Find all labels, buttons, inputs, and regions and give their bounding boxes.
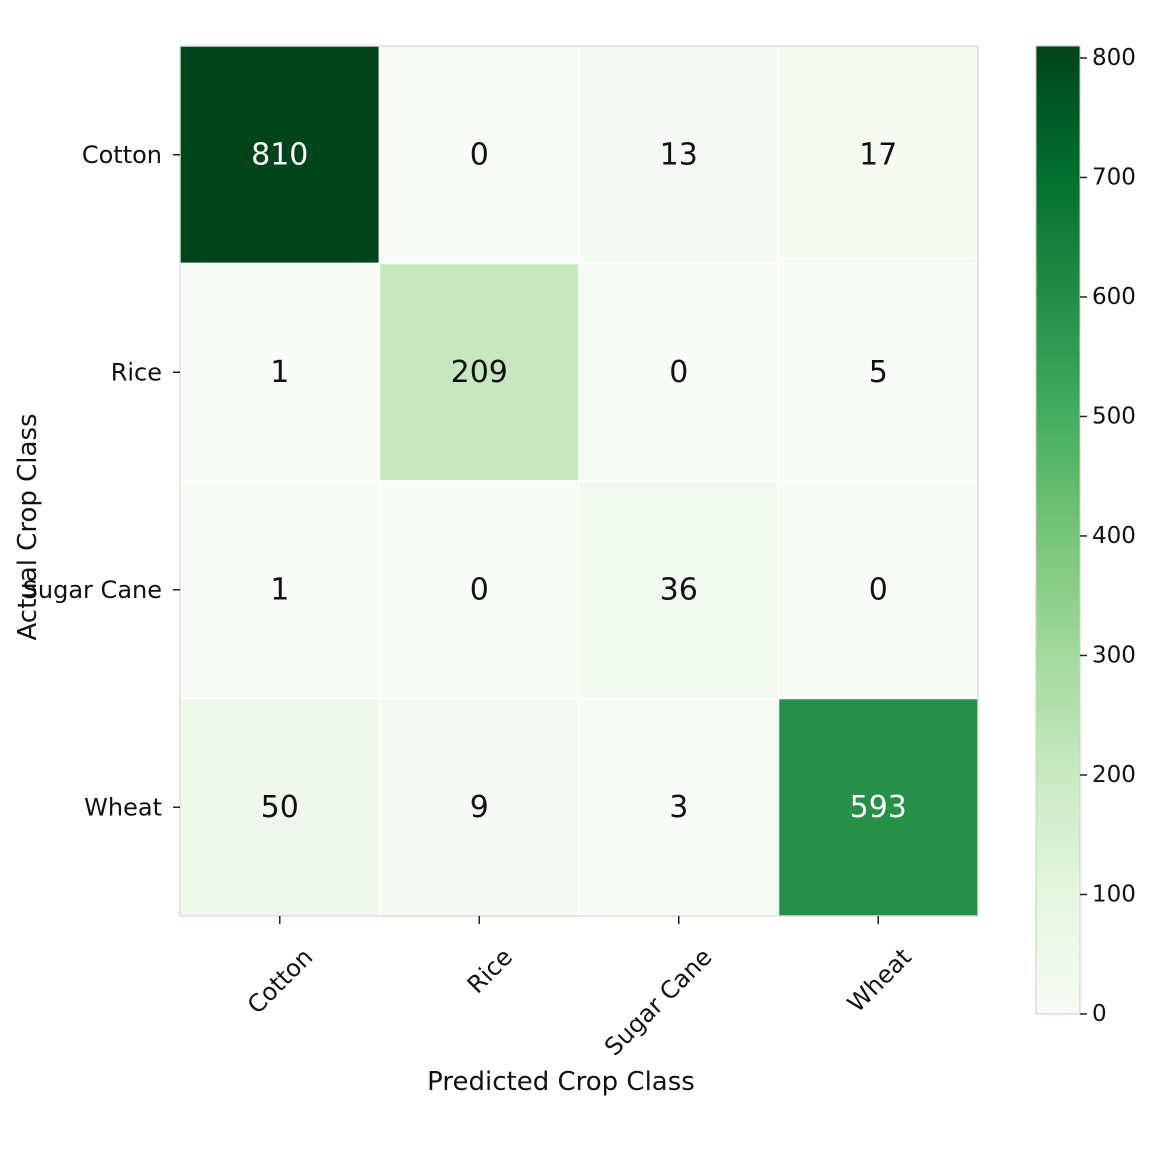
colorbar: 0 100 200 300 400 500 600 700 800 bbox=[1035, 45, 1136, 1027]
colorbar-gradient bbox=[1035, 45, 1081, 1015]
cell-value-label: 1 bbox=[270, 572, 289, 607]
y-tick-label: Cotton bbox=[82, 141, 162, 169]
cell-value-label: 209 bbox=[451, 355, 508, 390]
cell-value-label: 0 bbox=[470, 137, 489, 172]
heatmap-cell bbox=[777, 697, 979, 917]
colorbar-tick-label: 300 bbox=[1092, 642, 1136, 668]
heatmap-cell bbox=[378, 45, 580, 265]
cell-value-labels: 810 0 13 171 209 0 51 0 36 050 9 3 593 bbox=[251, 137, 907, 825]
heatmap-cell bbox=[777, 480, 979, 700]
cell-value-label: 0 bbox=[669, 355, 688, 390]
heatmap-cell bbox=[179, 697, 381, 917]
cell-value-label: 50 bbox=[261, 790, 299, 825]
cell-value-label: 36 bbox=[660, 572, 698, 607]
cell-value-label: 13 bbox=[660, 137, 698, 172]
cell-value-label: 0 bbox=[869, 572, 888, 607]
colorbar-ticks: 0 100 200 300 400 500 600 700 800 bbox=[1080, 45, 1136, 1027]
cell-value-label: 9 bbox=[470, 790, 489, 825]
heatmap-cell bbox=[777, 45, 979, 265]
cell-value-label: 810 bbox=[251, 137, 308, 172]
x-tick-label: Rice bbox=[462, 943, 518, 999]
cell-value-label: 3 bbox=[669, 790, 688, 825]
x-tick-label: Sugar Cane bbox=[599, 943, 717, 1061]
heatmap-cell bbox=[378, 262, 580, 482]
cell-value-label: 5 bbox=[869, 355, 888, 390]
heatmap-cell bbox=[578, 697, 780, 917]
colorbar-tick-label: 400 bbox=[1092, 523, 1136, 549]
cell-value-label: 0 bbox=[470, 572, 489, 607]
x-axis-title: Predicted Crop Class bbox=[427, 1067, 695, 1097]
cell-value-label: 593 bbox=[850, 790, 907, 825]
x-tick-label: Cotton bbox=[242, 943, 318, 1019]
x-tick-label: Wheat bbox=[842, 943, 917, 1018]
y-tick-label: Rice bbox=[111, 358, 162, 386]
y-axis-ticks: Cotton Rice Sugar Cane Wheat bbox=[23, 141, 180, 821]
colorbar-tick-label: 600 bbox=[1092, 284, 1136, 310]
y-axis-title: Actual Crop Class bbox=[13, 413, 43, 640]
colorbar-tick-label: 700 bbox=[1092, 164, 1136, 190]
colorbar-tick-label: 800 bbox=[1092, 45, 1136, 71]
y-tick-label: Wheat bbox=[84, 793, 162, 821]
heatmap-cells bbox=[179, 45, 979, 917]
heatmap-cell bbox=[179, 262, 381, 482]
colorbar-tick-label: 100 bbox=[1092, 881, 1136, 907]
cell-value-label: 17 bbox=[859, 137, 897, 172]
y-tick-label: Sugar Cane bbox=[23, 576, 162, 604]
heatmap-cell bbox=[777, 262, 979, 482]
heatmap-cell bbox=[378, 480, 580, 700]
cell-value-label: 1 bbox=[270, 355, 289, 390]
colorbar-tick-label: 500 bbox=[1092, 403, 1136, 429]
colorbar-tick-label: 0 bbox=[1092, 1001, 1107, 1027]
heatmap-cell bbox=[378, 697, 580, 917]
heatmap-cell bbox=[179, 45, 381, 265]
heatmap-frame bbox=[179, 45, 979, 917]
colorbar-tick-label: 200 bbox=[1092, 762, 1136, 788]
x-axis-ticks: Cotton Rice Sugar Cane Wheat bbox=[242, 916, 917, 1061]
